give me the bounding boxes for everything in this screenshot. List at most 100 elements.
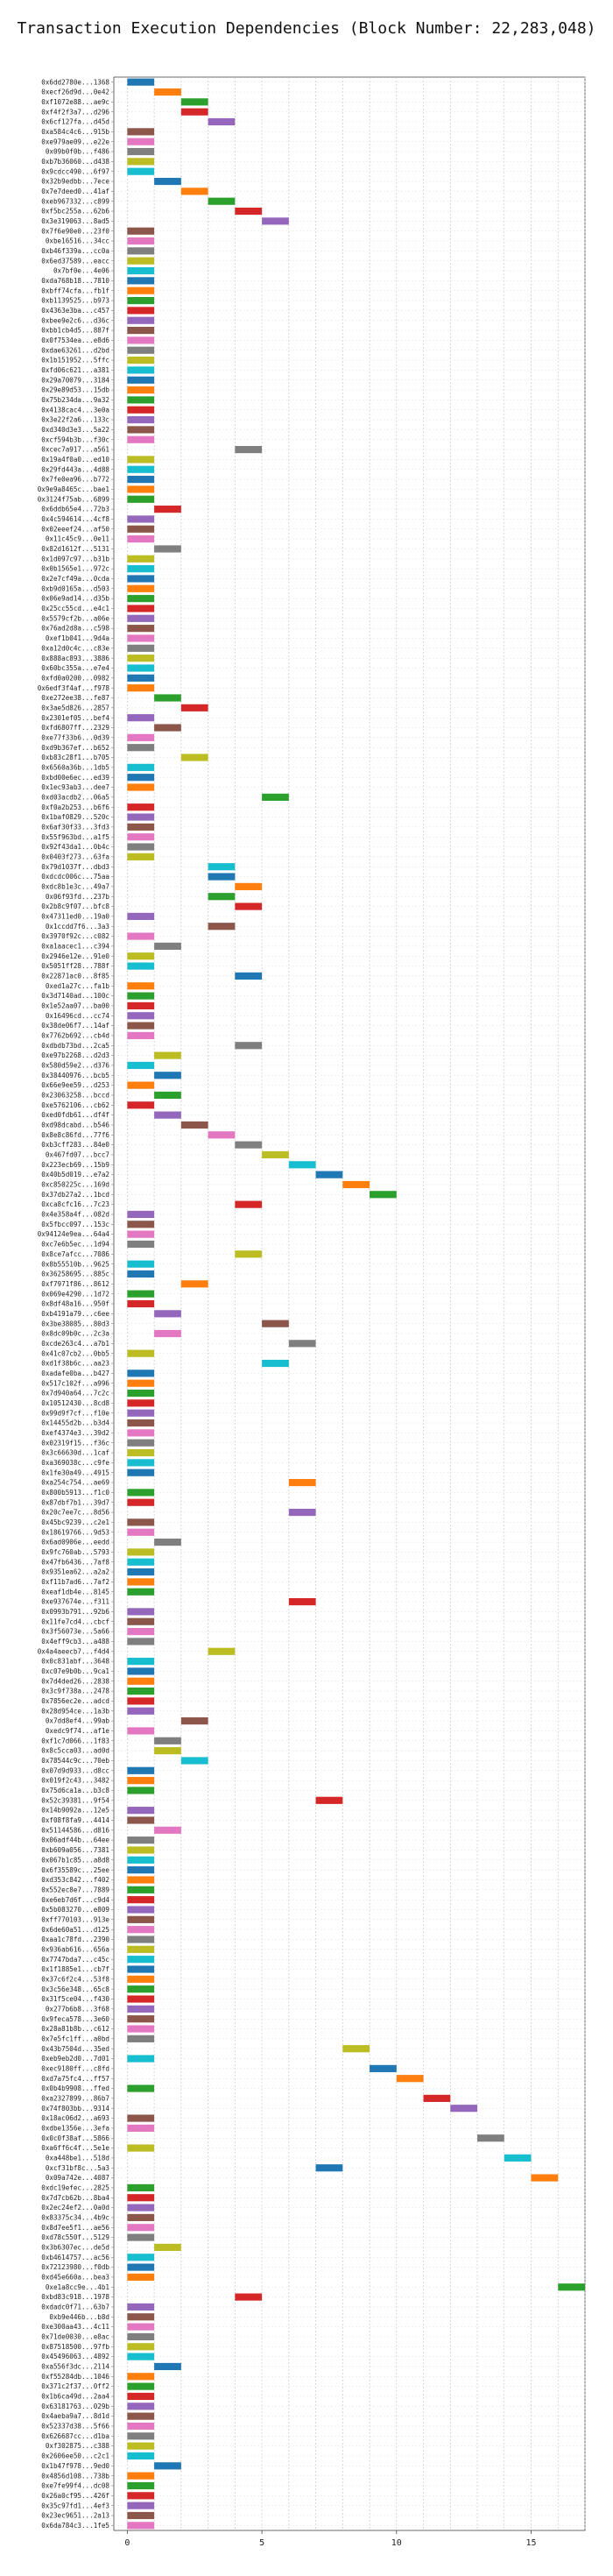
tx-bar [127,1260,155,1268]
tx-bar [127,1787,155,1794]
y-tick-label: 0xb609a056...7381 [41,1846,109,1854]
y-tick-label: 0x51144586...d816 [41,1826,109,1834]
y-tick-label: 0x76ad2d8a...c598 [41,625,109,633]
tx-bar [127,952,155,960]
tx-bar [127,1439,155,1447]
tx-bar [127,744,155,752]
y-tick-label: 0xeb9eb2d0...7d01 [41,2055,109,2063]
y-tick-label: 0xa254c754...ae69 [41,1479,109,1487]
tx-bar [127,555,155,563]
y-tick-label: 0x28a81b8b...c612 [41,2025,109,2033]
tx-bar [127,1975,155,1983]
y-tick-label: 0xe979ae09...e22e [41,138,109,145]
tx-bar [127,78,155,86]
tx-bar [127,2422,155,2431]
tx-bar [127,1349,155,1357]
tx-bar [127,1578,155,1586]
tx-bar [154,1051,181,1059]
tx-bar [154,177,181,186]
tx-bar [477,2134,504,2142]
tx-bar [127,1528,155,1536]
y-tick-label: 0xcf594b3b...f30c [41,435,109,443]
y-tick-label: 0x11fe7cd4...cbcf [41,1617,109,1625]
tx-bar [558,2283,585,2291]
tx-bar [127,1448,155,1457]
y-tick-label: 0xedc9f74...af1e [46,1727,110,1735]
tx-bar [235,446,263,454]
y-tick-label: 0x3c9f738a...2478 [41,1688,109,1695]
tx-bar [208,1647,236,1655]
tx-bar [208,923,236,931]
tx-bar [127,783,155,791]
tx-bar [127,1299,155,1308]
y-tick-label: 0x888ac893...3886 [41,655,109,662]
tx-bar [127,247,155,255]
tx-bar [208,1131,236,1139]
y-tick-label: 0xec9180ff...c8fd [41,2064,109,2072]
y-tick-label: 0x5579cf2b...a06e [41,614,109,622]
tx-bar [235,1250,263,1258]
tx-bar [208,863,236,871]
tx-bar [127,2522,155,2530]
tx-bar [154,506,181,513]
tx-bar [127,843,155,851]
tx-bar [127,1031,155,1040]
tx-bar [127,2403,155,2410]
y-tick-label: 0x16496cd...cc74 [46,1012,110,1020]
tx-bar [127,1926,155,1934]
y-tick-label: 0xb9e446b...b8d [49,2313,109,2321]
tx-bar [127,2452,155,2460]
tx-bar [127,833,155,841]
y-tick-label: 0x19a4f0a0...ed10 [41,456,109,464]
y-tick-label: 0x06f93fd...237b [46,893,110,901]
tx-bar [127,1707,155,1715]
tx-bar [180,1757,208,1765]
tx-bar [127,1210,155,1219]
tx-bar [127,147,155,156]
y-tick-label: 0x6ddb65e4...72b3 [41,506,109,513]
tx-bar [127,2233,155,2241]
y-tick-label: 0xf5bc255a...62b6 [41,208,109,216]
tx-bar [127,2025,155,2033]
tx-bar [127,485,155,493]
y-tick-label: 0x3970f92c...c082 [41,932,109,940]
tx-bar [127,1956,155,1964]
tx-bar [127,1429,155,1437]
y-tick-label: 0xbd00e6ec...ed39 [41,774,109,782]
tx-bar [127,565,155,573]
tx-bar [127,714,155,722]
y-tick-label: 0x4eff9cb3...a488 [41,1638,109,1645]
y-tick-label: 0x41c07cb2...0bb5 [41,1349,109,1357]
tx-bar [127,476,155,484]
y-tick-label: 0xa584c4c6...915b [41,128,109,136]
y-tick-label: 0x7e7deed0...41af [41,188,109,195]
y-tick-label: 0x6ad0906e...eedd [41,1539,109,1546]
tx-bar [154,1826,181,1834]
tx-bar [127,1985,155,1993]
tx-bar [450,2105,478,2112]
tx-bar [315,1796,343,1804]
tx-bar [262,1359,289,1368]
y-tick-label: 0x1f1885e1...cb7f [41,1965,109,1973]
y-tick-label: 0xda768b18...7810 [41,277,109,285]
y-tick-label: 0x6dd2780e...1368 [41,78,109,86]
y-tick-label: 0xbff74cfa...fb1f [41,287,109,294]
tx-bar [127,1001,155,1009]
tx-bar [127,1836,155,1844]
y-tick-label: 0x35c97fd1...4ef3 [41,2502,109,2509]
tx-bar [154,1737,181,1744]
y-tick-label: 0x14455d2b...b3d4 [41,1419,109,1427]
y-tick-label: 0x3e319063...8ad5 [41,217,109,225]
y-tick-label: 0xc07e9b0b...9ca1 [41,1667,109,1675]
tx-bar [127,595,155,603]
y-tick-label: 0xbee9e2c6...d36c [41,316,109,324]
tx-bar [127,2412,155,2420]
tx-bar [127,366,155,374]
y-tick-label: 0xc7e6b5ec...1d94 [41,1241,109,1249]
tx-bar [127,128,155,136]
tx-bar [127,158,155,166]
y-tick-label: 0xe7fe99f4...dc08 [41,2482,109,2490]
tx-bar [288,1598,316,1606]
y-tick-label: 0x32b9edbb...7ece [41,178,109,186]
tx-bar [154,1310,181,1318]
